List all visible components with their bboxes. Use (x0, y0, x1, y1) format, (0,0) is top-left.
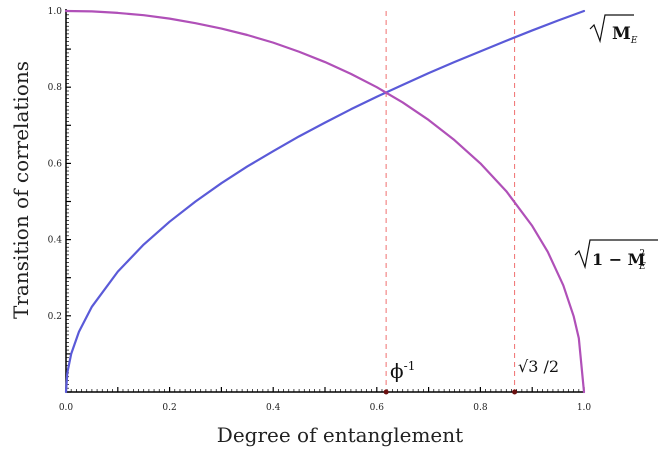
y-tick-label: 1.0 (48, 7, 63, 17)
x-tick-label: 0.2 (162, 403, 176, 413)
x-tick-label: 0.6 (370, 403, 385, 413)
x-ticks: 0.0 0.2 0.4 0.6 0.8 1.0 (59, 387, 592, 413)
radical-sign-icon (574, 239, 658, 270)
series-label-sqrt-me: ME (589, 14, 638, 46)
phi-inverse-annotation: ϕ-1 (390, 359, 415, 383)
x-tick-label: 0.0 (59, 403, 74, 413)
series-group (64, 9, 586, 394)
series-label-2-sup: 2 (639, 249, 645, 259)
y-tick-label: 0.2 (48, 312, 62, 322)
radical-sign-icon (589, 14, 634, 44)
reference-marker-0 (383, 389, 389, 395)
y-tick-label: 0.4 (48, 236, 63, 246)
y-tick-label: 0.8 (48, 83, 63, 93)
x-tick-label: 1.0 (577, 403, 592, 413)
series-label-2-main: 1 − M (592, 250, 645, 269)
series-label-sqrt-me-main: M (612, 24, 631, 44)
x-axis-label: Degree of entanglement (217, 423, 463, 447)
series-label-sqrt-one-minus-me2: 1 − M2 E (574, 239, 658, 272)
y-axis-label: Transition of correlations (9, 61, 33, 319)
reference-markers (383, 389, 518, 395)
reference-marker-1 (512, 389, 518, 395)
x-tick-label: 0.4 (266, 403, 281, 413)
y-tick-label: 0.6 (48, 159, 63, 169)
phi-symbol: ϕ (390, 359, 404, 383)
reference-lines (385, 11, 516, 392)
svg-text:1 − M2E: 1 − M2 E (592, 249, 646, 272)
series-label-2-sub: E (638, 262, 646, 272)
sqrt3-half-annotation: √3 /2 (518, 357, 559, 376)
series-line-1 (64, 9, 586, 394)
y-ticks: 0.2 0.4 0.6 0.8 1.0 (48, 7, 71, 393)
series-label-sqrt-me-sub: E (630, 36, 638, 46)
x-tick-label: 0.8 (473, 403, 488, 413)
series-line-0 (64, 9, 586, 394)
svg-text:ME: ME (612, 24, 638, 46)
phi-exponent: -1 (404, 359, 416, 373)
